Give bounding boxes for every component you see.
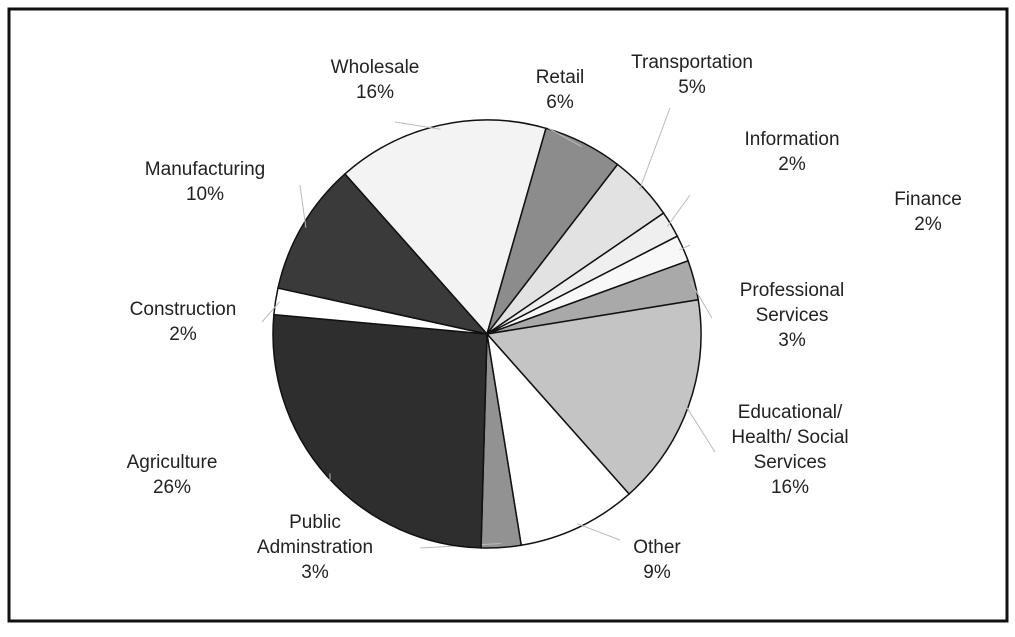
pie-slice xyxy=(485,298,702,496)
category-label: Construction xyxy=(129,299,237,320)
leader-line xyxy=(576,523,621,541)
pie-slice xyxy=(272,313,488,549)
category-label: Professional Services xyxy=(739,280,845,326)
value-label: 2% xyxy=(778,154,806,175)
slice-label: Agriculture 26% xyxy=(107,450,237,500)
slice-label: Construction 2% xyxy=(108,297,258,347)
slice-label: Finance 2% xyxy=(873,187,983,237)
leader-line xyxy=(394,121,441,130)
category-label: Other xyxy=(633,537,681,558)
value-label: 16% xyxy=(770,477,810,498)
leader-line xyxy=(684,404,716,453)
slice-label: Manufacturing 10% xyxy=(120,157,290,207)
slice-label: Other 9% xyxy=(617,535,697,585)
category-label: Educational/ Health/ Social Services xyxy=(731,402,849,473)
leader-line xyxy=(639,107,671,190)
category-label: Agriculture xyxy=(126,452,218,473)
value-label: 16% xyxy=(355,82,395,103)
category-label: Manufacturing xyxy=(144,159,266,180)
category-label: Transportation xyxy=(631,52,753,73)
slice-label: Educational/ Health/ Social Services 16% xyxy=(715,400,865,500)
leader-line xyxy=(689,280,713,319)
value-label: 26% xyxy=(152,477,192,498)
slice-label: Wholesale 16% xyxy=(295,55,455,105)
category-label: Public Adminstration xyxy=(256,512,374,558)
pie-slice xyxy=(485,331,631,547)
value-label: 9% xyxy=(643,562,671,583)
frame xyxy=(7,7,1009,623)
leader-line xyxy=(679,244,691,251)
slice-label: Public Adminstration 3% xyxy=(235,510,395,585)
pie-slice xyxy=(343,119,547,336)
leader-line xyxy=(299,184,307,228)
value-label: 10% xyxy=(185,184,225,205)
value-label: 3% xyxy=(301,562,329,583)
slice-label: Transportation 5% xyxy=(607,50,777,100)
leader-line xyxy=(547,127,582,147)
leader-line xyxy=(261,301,280,323)
slice-label: Professional Services 3% xyxy=(717,278,867,353)
leader-line xyxy=(666,194,691,227)
value-label: 2% xyxy=(169,324,197,345)
slice-label: Information 2% xyxy=(712,127,872,177)
category-label: Information xyxy=(744,129,840,150)
pie-slice xyxy=(277,172,490,336)
value-label: 3% xyxy=(778,330,806,351)
value-label: 5% xyxy=(678,77,706,98)
slice-label: Retail 6% xyxy=(520,65,600,115)
category-label: Wholesale xyxy=(330,57,420,78)
value-label: 6% xyxy=(546,92,574,113)
category-label: Retail xyxy=(535,67,585,88)
category-label: Finance xyxy=(894,189,962,210)
value-label: 2% xyxy=(914,214,942,235)
